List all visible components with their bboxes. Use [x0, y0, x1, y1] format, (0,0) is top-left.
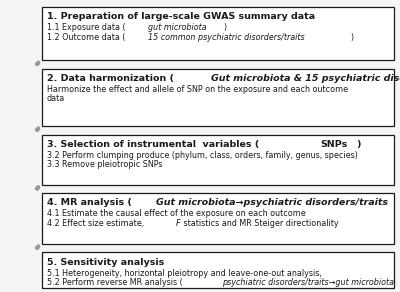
- Text: 3.3 Remove pleiotropic SNPs: 3.3 Remove pleiotropic SNPs: [47, 160, 162, 169]
- Text: Harmonize the effect and allele of SNP on the exposure and each outcome: Harmonize the effect and allele of SNP o…: [47, 85, 348, 94]
- Text: ): ): [224, 23, 227, 32]
- Text: ): ): [350, 33, 353, 42]
- Bar: [42, 69, 394, 126]
- Text: 5. Sensitivity analysis: 5. Sensitivity analysis: [47, 258, 164, 267]
- Text: 1.1 Exposure data (: 1.1 Exposure data (: [47, 23, 125, 32]
- Text: data: data: [47, 94, 65, 103]
- Text: 1.2 Outcome data (: 1.2 Outcome data (: [47, 33, 125, 42]
- Text: F: F: [175, 219, 180, 228]
- Bar: [42, 135, 394, 185]
- FancyArrowPatch shape: [37, 128, 38, 130]
- Text: 5.1 Heterogeneity, horizontal pleiotropy and leave-one-out analysis,: 5.1 Heterogeneity, horizontal pleiotropy…: [47, 269, 322, 277]
- Text: Gut microbiota→psychiatric disorders/traits: Gut microbiota→psychiatric disorders/tra…: [156, 198, 388, 207]
- Text: 15 common psychiatric disorders/traits: 15 common psychiatric disorders/traits: [148, 33, 304, 42]
- FancyArrowPatch shape: [37, 62, 38, 64]
- Text: statistics and MR Steiger directionality: statistics and MR Steiger directionality: [181, 219, 339, 228]
- Bar: [42, 193, 394, 244]
- Text: ): ): [356, 140, 360, 149]
- Text: 2. Data harmonization (: 2. Data harmonization (: [47, 74, 174, 83]
- Text: psychiatric disorders/traits→gut microbiota: psychiatric disorders/traits→gut microbi…: [222, 278, 394, 287]
- Text: 4. MR analysis (: 4. MR analysis (: [47, 198, 132, 207]
- Text: 1. Preparation of large-scale GWAS summary data: 1. Preparation of large-scale GWAS summa…: [47, 12, 315, 21]
- Text: 4.1 Estimate the causal effect of the exposure on each outcome: 4.1 Estimate the causal effect of the ex…: [47, 209, 306, 218]
- Text: gut microbiota: gut microbiota: [148, 23, 207, 32]
- Text: 3. Selection of instrumental  variables (: 3. Selection of instrumental variables (: [47, 140, 259, 149]
- Text: 4.2 Effect size estimate,: 4.2 Effect size estimate,: [47, 219, 146, 228]
- Text: 5.2 Perform reverse MR analysis (: 5.2 Perform reverse MR analysis (: [47, 278, 182, 287]
- Bar: [42, 7, 394, 60]
- Text: Gut microbiota & 15 psychiatric disorders/traits: Gut microbiota & 15 psychiatric disorder…: [211, 74, 400, 83]
- Bar: [42, 253, 394, 288]
- FancyArrowPatch shape: [37, 187, 38, 189]
- Text: 3.2 Perform clumping produce (phylum, class, orders, family, genus, species): 3.2 Perform clumping produce (phylum, cl…: [47, 151, 358, 160]
- Text: SNPs: SNPs: [321, 140, 348, 149]
- FancyArrowPatch shape: [37, 246, 38, 248]
